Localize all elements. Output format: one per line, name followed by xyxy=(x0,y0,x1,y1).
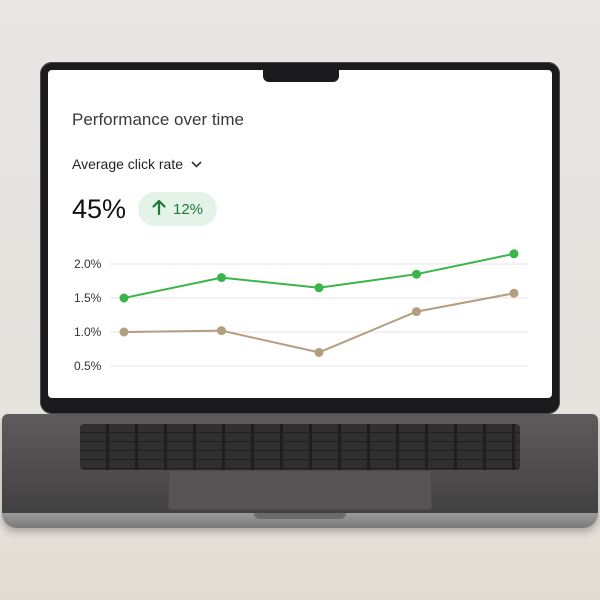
data-point-series-1[interactable] xyxy=(217,273,226,283)
data-point-series-2[interactable] xyxy=(314,347,324,357)
data-point-series-1[interactable] xyxy=(412,269,421,279)
laptop-base-edge xyxy=(2,513,598,528)
data-point-series-2[interactable] xyxy=(217,326,226,336)
data-point-series-2[interactable] xyxy=(412,307,421,317)
data-point-series-1[interactable] xyxy=(119,293,129,303)
arrow-up-icon xyxy=(152,199,166,220)
y-tick-label: 1.0% xyxy=(74,325,102,339)
data-point-series-1[interactable] xyxy=(509,249,519,259)
camera-notch xyxy=(263,70,339,82)
metric-dropdown[interactable]: Average click rate xyxy=(72,156,202,172)
laptop-screen: Performance over time Average click rate… xyxy=(48,70,552,398)
y-tick-label: 2.0% xyxy=(74,257,102,271)
data-point-series-1[interactable] xyxy=(314,283,324,293)
change-value: 12% xyxy=(173,200,204,218)
metric-value: 45% xyxy=(72,194,127,224)
data-point-series-2[interactable] xyxy=(509,288,519,298)
data-point-series-2[interactable] xyxy=(119,327,129,337)
y-tick-label: 0.5% xyxy=(74,359,102,373)
line-chart: 2.0% 1.5% 1.0% 0.5% xyxy=(74,249,528,373)
metric-dropdown-label: Average click rate xyxy=(72,156,184,172)
change-badge: 12% xyxy=(138,192,218,226)
chevron-down-icon xyxy=(191,157,202,171)
trackpad[interactable] xyxy=(168,470,432,510)
screen-chin xyxy=(48,398,552,408)
series-line-2 xyxy=(123,292,515,354)
keyboard xyxy=(80,424,520,470)
y-tick-label: 1.5% xyxy=(74,291,102,305)
laptop-opening-notch xyxy=(254,513,346,519)
card-title: Performance over time xyxy=(72,110,244,129)
